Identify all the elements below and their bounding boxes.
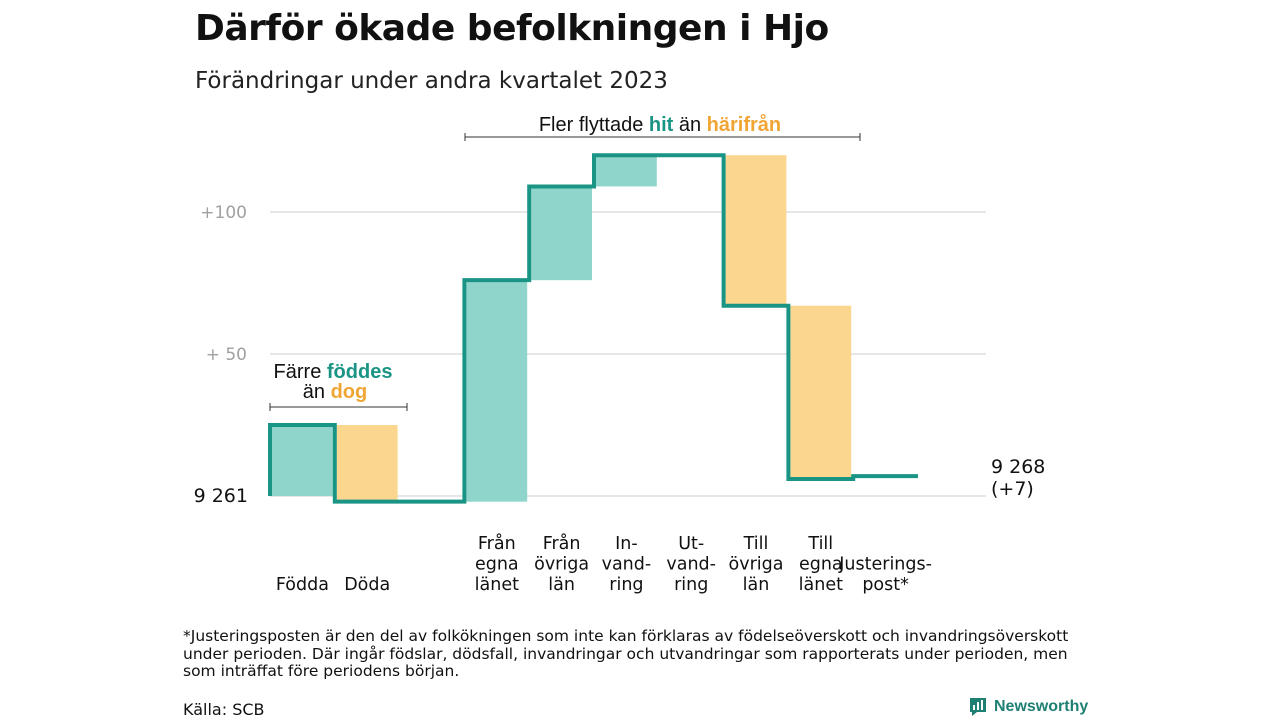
newsworthy-logo: Newsworthy <box>968 696 1088 718</box>
waterfall-bar <box>725 155 787 306</box>
page-subtitle: Förändringar under andra kvartalet 2023 <box>195 68 668 94</box>
category-label: län <box>743 575 770 595</box>
category-label: Justerings- <box>838 555 932 575</box>
category-label: Från <box>543 533 581 554</box>
category-label: län <box>548 575 575 595</box>
source-label: Källa: SCB <box>183 700 265 719</box>
category-label: post* <box>862 575 909 595</box>
waterfall-bar <box>790 305 852 479</box>
waterfall-bar <box>466 280 528 502</box>
category-label: övriga <box>729 555 784 575</box>
category-label: länet <box>475 575 519 595</box>
category-label: Ut- <box>678 534 704 554</box>
category-label: Från <box>478 533 516 554</box>
brand-name: Newsworthy <box>994 698 1089 715</box>
category-label: Till <box>743 534 769 554</box>
end-value-label: 9 268 <box>991 456 1045 478</box>
category-label: egna <box>475 555 519 575</box>
category-label: In- <box>615 534 638 554</box>
footnote: *Justeringsposten är den del av folkökni… <box>183 627 1069 680</box>
waterfall-bar <box>596 155 657 187</box>
newsworthy-icon <box>970 698 986 716</box>
waterfall-bar <box>531 186 592 281</box>
y-tick-label: + 50 <box>206 345 247 365</box>
category-label: övriga <box>534 555 589 575</box>
births-deaths-annotation: Färre föddes <box>274 361 393 383</box>
category-label: länet <box>799 575 843 595</box>
waterfall-bar <box>336 425 398 502</box>
end-change-label: (+7) <box>991 478 1034 500</box>
category-label: ring <box>609 575 643 595</box>
category-label: Till <box>807 534 833 554</box>
y-tick-label: +100 <box>200 203 247 223</box>
category-label: Födda <box>276 575 329 595</box>
births-deaths-annotation: än dog <box>303 381 367 403</box>
category-label: egna <box>799 555 843 575</box>
category-label: ring <box>674 575 708 595</box>
waterfall-bar <box>272 425 333 496</box>
start-value-label: 9 261 <box>194 485 248 507</box>
page-title: Därför ökade befolkningen i Hjo <box>195 8 829 49</box>
cumulative-step-line <box>268 153 918 504</box>
migration-annotation: Fler flyttade hit än härifrån <box>539 113 781 136</box>
category-label: vand- <box>602 555 652 575</box>
category-label: vand- <box>666 555 716 575</box>
category-label: Döda <box>344 575 390 595</box>
